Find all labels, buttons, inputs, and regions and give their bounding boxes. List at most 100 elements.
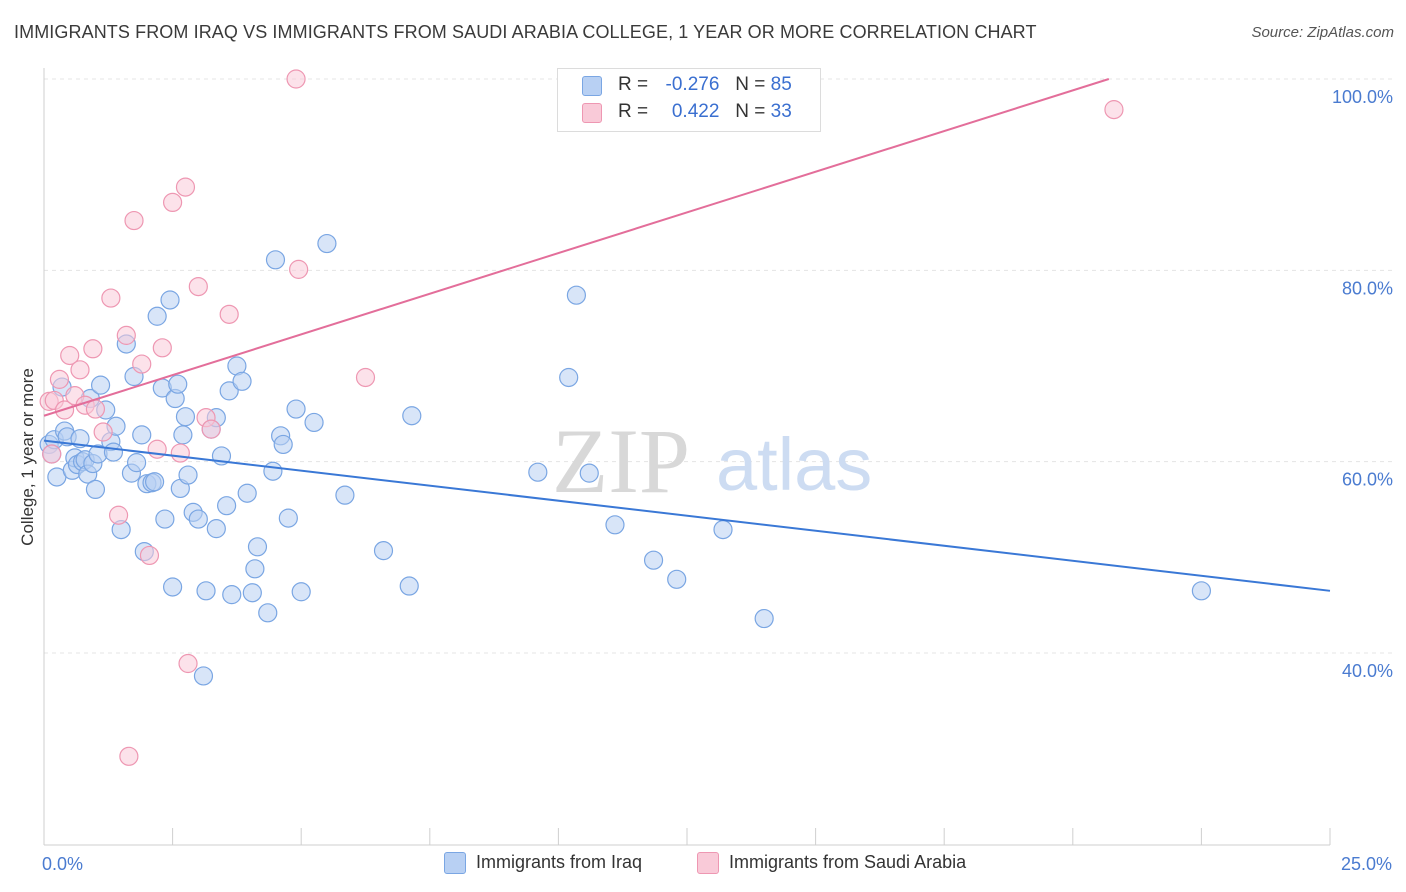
iraq-point	[643, 550, 664, 570]
saudi-point	[116, 325, 136, 345]
iraq-point	[566, 285, 587, 305]
iraq-point	[237, 483, 257, 503]
saudi-point	[83, 339, 103, 359]
watermark-atlas: atlas	[716, 423, 872, 506]
legend-n-label: N =	[735, 101, 766, 122]
bottom-legend-saudi: Immigrants from Saudi Arabia	[697, 852, 967, 875]
saudi-points	[39, 69, 1124, 766]
iraq-point	[263, 461, 283, 481]
saudi-point	[108, 505, 129, 525]
iraq-point	[193, 666, 214, 686]
iraq-point	[265, 250, 286, 270]
iraq-point	[258, 603, 278, 623]
iraq-point	[90, 375, 111, 395]
saudi-point	[101, 288, 121, 308]
bottom-legend-swatch-iraq	[444, 852, 466, 875]
iraq-point	[247, 537, 268, 557]
saudi-point	[289, 259, 309, 279]
y-axis-label: College, 1 year or more	[18, 368, 37, 546]
watermark-zip: ZIP	[552, 410, 690, 512]
legend-r-label: R =	[618, 101, 649, 122]
saudi-point	[152, 338, 172, 358]
source-credit: Source: ZipAtlas.com	[1251, 24, 1394, 41]
iraq-point	[188, 509, 208, 529]
iraq-point	[163, 577, 183, 597]
saudi-point	[163, 192, 183, 213]
iraq-point	[173, 425, 193, 445]
x-tick-label-min: 0.0%	[42, 854, 83, 874]
chart-title: IMMIGRANTS FROM IRAQ VS IMMIGRANTS FROM …	[14, 22, 1037, 42]
iraq-point	[126, 453, 147, 473]
iraq-point	[1191, 581, 1212, 601]
iraq-point	[175, 407, 196, 427]
legend-n-value-saudi: 33	[770, 101, 792, 122]
legend-r-value-iraq: -0.276	[665, 74, 720, 95]
iraq-point	[273, 434, 293, 455]
saudi-point	[42, 444, 62, 464]
saudi-point	[85, 399, 106, 419]
legend-n-label: N =	[735, 74, 766, 95]
iraq-point	[132, 425, 152, 445]
saudi-point	[170, 443, 190, 463]
iraq-point	[713, 519, 733, 540]
iraq-point	[304, 412, 324, 433]
iraq-point	[579, 463, 599, 483]
iraq-point	[402, 406, 422, 426]
x-tick-label-max: 25.0%	[1341, 854, 1392, 874]
grid-lines	[44, 78, 1392, 654]
bottom-legend-iraq: Immigrants from Iraq	[444, 852, 643, 875]
iraq-point	[317, 233, 337, 254]
bottom-legend-label-saudi: Immigrants from Saudi Arabia	[729, 852, 967, 872]
saudi-point	[49, 369, 70, 389]
legend-r-value-saudi: 0.422	[671, 101, 720, 122]
saudi-point	[219, 304, 239, 324]
saudi-point	[355, 367, 376, 388]
saudi-point	[93, 422, 113, 442]
y-tick-labels: 40.0% 60.0% 80.0% 100.0%	[1332, 87, 1393, 681]
iraq-point	[219, 381, 239, 401]
iraq-point	[103, 442, 124, 462]
legend-r-label: R =	[618, 74, 649, 95]
saudi-point	[124, 210, 144, 231]
iraq-trendline	[43, 439, 1331, 592]
legend-swatch-iraq	[582, 76, 602, 96]
saudi-point	[178, 653, 198, 674]
iraq-point	[242, 583, 262, 603]
legend-n-value-iraq: 85	[770, 74, 792, 95]
saudi-trendline	[43, 78, 1110, 417]
iraq-point	[70, 429, 90, 449]
iraq-point	[245, 559, 265, 579]
y-tick-label: 40.0%	[1342, 661, 1393, 681]
iraq-point	[754, 608, 774, 629]
iraq-point	[168, 374, 188, 394]
y-tick-label: 80.0%	[1342, 278, 1393, 298]
iraq-point	[667, 569, 687, 589]
saudi-point	[119, 746, 139, 766]
iraq-point	[605, 515, 625, 535]
iraq-point	[373, 541, 394, 561]
correlation-legend: R = -0.276 N = 85 R = 0.422 N = 33	[557, 68, 821, 132]
bottom-legend-label-iraq: Immigrants from Iraq	[476, 852, 643, 872]
iraq-point	[286, 399, 306, 419]
iraq-point	[155, 509, 175, 529]
saudi-point	[60, 345, 80, 366]
iraq-point	[144, 472, 165, 492]
bottom-legend-swatch-saudi	[697, 852, 719, 875]
iraq-point	[196, 581, 216, 601]
iraq-point	[147, 306, 167, 326]
saudi-point	[286, 69, 306, 89]
iraq-point	[528, 462, 548, 482]
watermark: ZIP atlas	[552, 410, 872, 512]
saudi-point	[1104, 100, 1124, 120]
iraq-point	[278, 508, 298, 528]
iraq-point	[222, 585, 242, 605]
iraq-point	[178, 465, 198, 485]
saudi-point	[132, 354, 152, 374]
iraq-point	[85, 479, 106, 500]
saudi-point	[70, 360, 90, 380]
y-tick-label: 100.0%	[1332, 87, 1393, 107]
saudi-point	[139, 545, 160, 566]
saudi-point	[201, 419, 221, 439]
iraq-point	[206, 519, 226, 539]
